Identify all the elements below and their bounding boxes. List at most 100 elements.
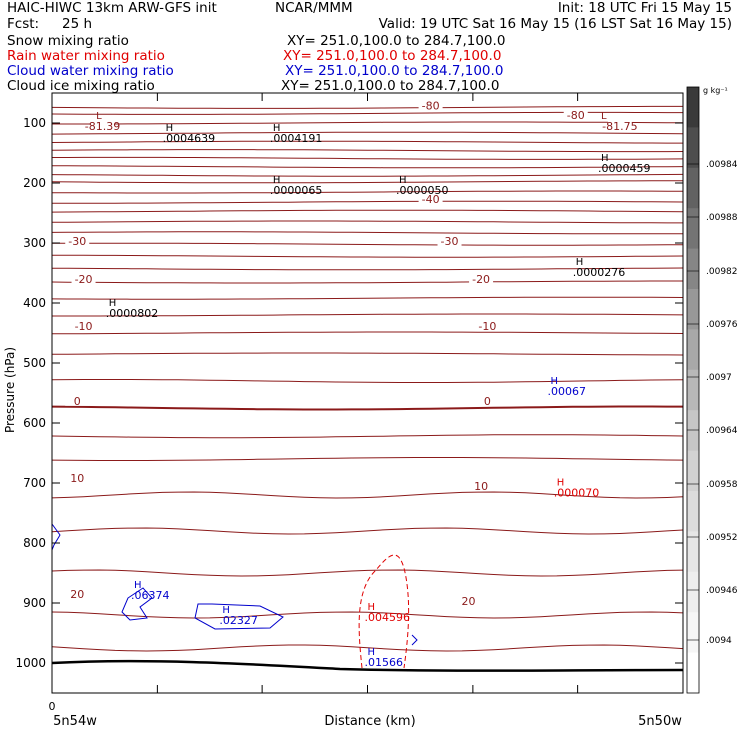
- field-xy-cloud-water: XY= 251.0,100.0 to 284.7,100.0: [285, 63, 504, 79]
- extremum-marker: H: [273, 123, 281, 134]
- colorbar-label: .0094: [706, 636, 732, 646]
- y-tick-label: 800: [23, 536, 46, 550]
- isotherm-line: [52, 156, 684, 160]
- colorbar-swatch: [687, 491, 699, 532]
- isotherm-line: [51, 280, 683, 284]
- contour-label: 0: [484, 395, 491, 408]
- extremum-value: .004596: [365, 611, 411, 624]
- isotherm-line: [51, 220, 683, 224]
- colorbar-swatch: [687, 208, 699, 250]
- colorbar-swatch: [687, 450, 699, 492]
- isotherm-line: [51, 173, 684, 177]
- colorbar: g kg⁻¹ .00984 .00988 .00982 .00976 .0097 .0096…: [686, 86, 738, 694]
- colorbar-label: .00988: [706, 213, 738, 223]
- contour-label: 20: [461, 595, 475, 608]
- isotherm-line: [52, 242, 684, 246]
- contour-label-bg: [475, 394, 500, 406]
- isotherm-line: [51, 379, 684, 383]
- field-name-cloud-ice: Cloud ice mixing ratio: [7, 78, 155, 94]
- extremum-value: .0000459: [598, 162, 651, 175]
- contour-label-bg: [418, 99, 443, 111]
- isotherm-line: [52, 313, 684, 317]
- field-xy-snow: XY= 251.0,100.0 to 284.7,100.0: [287, 33, 506, 49]
- isotherm-line: [51, 209, 684, 213]
- colorbar-swatch: [687, 329, 699, 371]
- colorbar-swatch: [687, 87, 699, 128]
- colorbar-label: .00952: [706, 533, 738, 543]
- isotherm-line: [51, 352, 684, 356]
- isotherm-line: [51, 180, 683, 184]
- extremum-value: .0000065: [270, 184, 323, 197]
- x-endpoint-right: 5n50w: [638, 714, 682, 729]
- extremum-marker: H: [576, 257, 584, 268]
- extremum-marker: H: [109, 298, 117, 309]
- contour-label: -20: [472, 273, 490, 286]
- y-tick-label: 500: [23, 356, 46, 370]
- contour-label: -80: [567, 109, 585, 122]
- extremum-value: .0004191: [270, 132, 323, 145]
- extremum-marker: H: [550, 376, 558, 387]
- isotherm-line: [51, 434, 684, 439]
- isotherm-line: [51, 527, 684, 535]
- extremum-value: .0004639: [163, 132, 216, 145]
- plot-title: HAIC-HIWC 13km ARW-GFS init: [7, 0, 217, 16]
- field-name-snow: Snow mixing ratio: [7, 33, 129, 49]
- contour-label: -20: [75, 273, 93, 286]
- init-time: Init: 18 UTC Fri 15 May 15: [557, 0, 732, 16]
- y-tick-label: 600: [23, 416, 46, 430]
- surface-line: [51, 659, 684, 672]
- colorbar-swatch: [687, 248, 699, 290]
- isotherm-line: [51, 405, 683, 411]
- isotherm-line: [51, 111, 683, 115]
- colorbar-label: .00964: [706, 426, 738, 436]
- colorbar-swatch: [687, 612, 699, 654]
- contour-label-bg: [65, 472, 90, 484]
- cloud-water-contour: [121, 587, 153, 621]
- extremum-marker: H: [399, 175, 407, 186]
- contour-label: 10: [70, 472, 84, 485]
- contour-label-bg: [437, 235, 462, 247]
- isotherm-line: [52, 190, 683, 194]
- extremum-value: .01566: [365, 656, 404, 669]
- isotherm-line: [51, 131, 684, 135]
- extremum-value: .02327: [219, 614, 258, 627]
- y-tick-label: 400: [23, 296, 46, 310]
- field-name-cloud-water: Cloud water mixing ratio: [7, 63, 174, 79]
- contour-label-bg: [475, 319, 500, 331]
- forecast-hour-label: Fcst:: [7, 16, 40, 32]
- colorbar-swatch: [687, 167, 699, 209]
- colorbar-swatch: [687, 127, 699, 169]
- cloud-water-contour: [51, 523, 61, 551]
- rain-water-contour: [358, 554, 410, 669]
- extremum-marker: H: [557, 477, 565, 488]
- colorbar-swatch: [687, 410, 699, 452]
- colorbar-label: .00946: [706, 586, 738, 596]
- isotherm-line: [51, 254, 684, 258]
- contour-label: -30: [68, 235, 86, 248]
- extremum-value: .06374: [131, 589, 170, 602]
- contour-label: 20: [70, 588, 84, 601]
- colorbar-label: .00958: [706, 480, 738, 490]
- contour-label: -81.39: [85, 120, 120, 133]
- isotherm-line: [51, 296, 684, 300]
- contour-label-bg: [607, 120, 632, 131]
- extremum-marker: H: [166, 123, 174, 134]
- colorbar-unit: g kg⁻¹: [703, 86, 728, 95]
- isotherm-line: [52, 165, 684, 169]
- y-tick-label: 900: [23, 596, 46, 610]
- x-tick-label-0: 0: [49, 700, 56, 713]
- contour-label-bg: [456, 595, 481, 607]
- contour-label: -10: [478, 320, 496, 333]
- cloud-water-contour: [411, 634, 418, 646]
- y-tick-label: 1000: [15, 656, 46, 670]
- valid-time: Valid: 19 UTC Sat 16 May 15 (16 LST Sat …: [378, 16, 732, 32]
- colorbar-label: .00984: [706, 160, 738, 170]
- contour-label: 10: [474, 480, 488, 493]
- x-axis-title: Distance (km): [324, 714, 415, 729]
- contour-label: -40: [422, 193, 440, 206]
- extremum-value: .0000802: [106, 307, 159, 320]
- extremum-marker: L: [96, 111, 102, 122]
- contour-label: -81.75: [602, 120, 637, 133]
